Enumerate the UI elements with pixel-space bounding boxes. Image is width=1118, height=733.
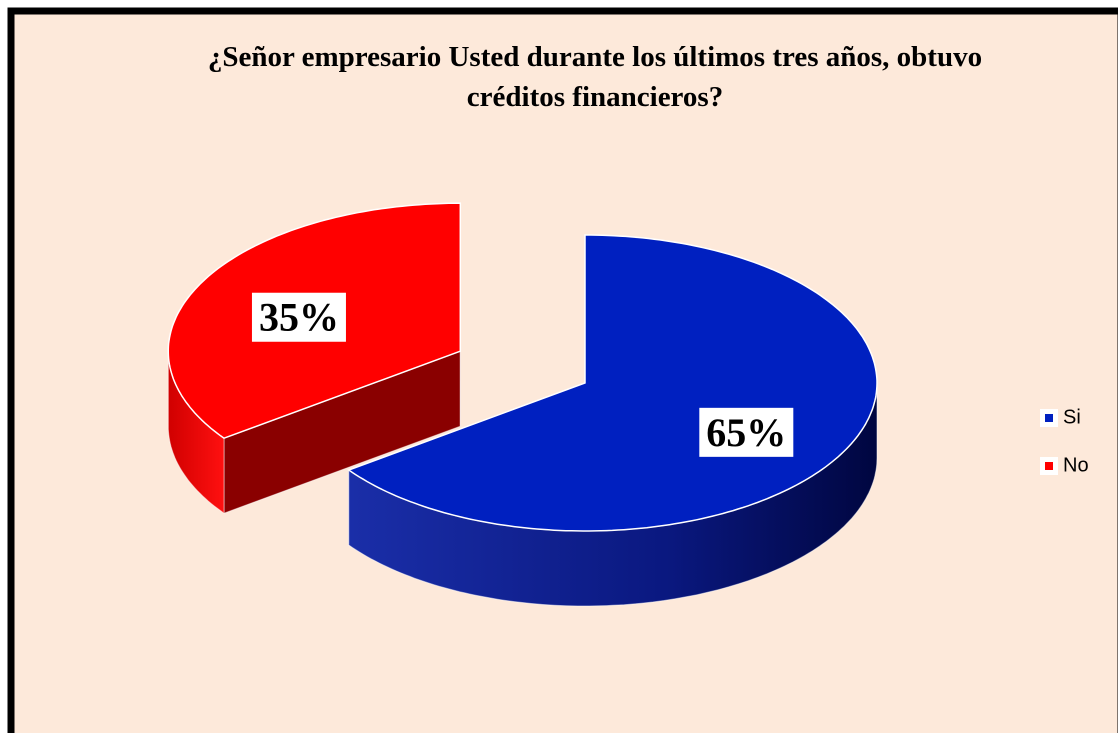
- slice: [347, 234, 878, 607]
- legend-marker: [1045, 462, 1053, 470]
- legend-label: Si: [1063, 406, 1081, 428]
- data-label: 65%: [706, 410, 786, 455]
- chart-title: ¿Señor empresario Usted durante los últi…: [208, 41, 982, 113]
- data-label: 35%: [259, 295, 339, 340]
- slice: [347, 234, 878, 532]
- legend-marker: [1045, 414, 1053, 422]
- data-label-box: [251, 292, 346, 342]
- data-label-box: [699, 407, 794, 457]
- legend-label: No: [1063, 454, 1089, 476]
